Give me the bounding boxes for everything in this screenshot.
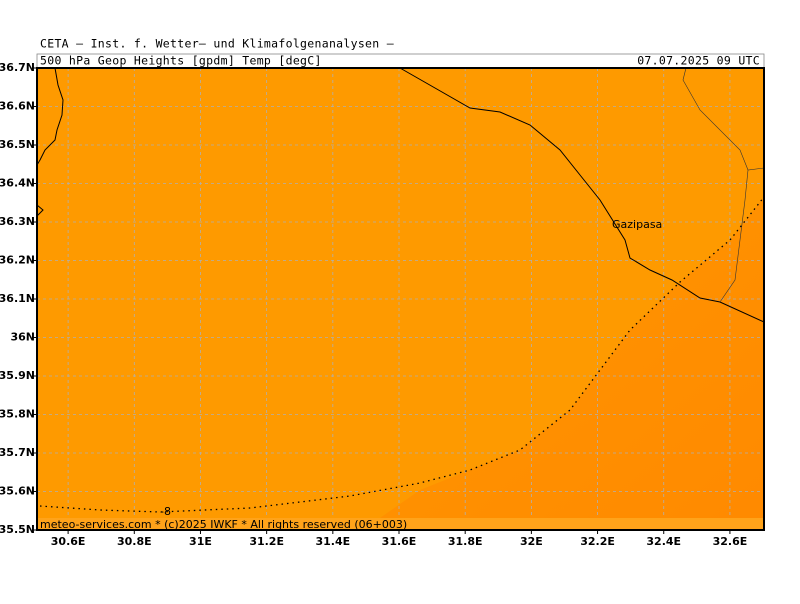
x-tick-label: 32.2E <box>580 535 615 548</box>
y-tick-label: 36.5N <box>0 138 35 151</box>
x-tick-label: 31.8E <box>448 535 483 548</box>
x-tick-label: 31.6E <box>382 535 417 548</box>
coastline <box>36 67 64 166</box>
y-tick-label: 36.2N <box>0 254 35 267</box>
x-tick-label: 31.2E <box>249 535 284 548</box>
y-tick-label: 35.8N <box>0 408 35 421</box>
y-tick-label: 36.4N <box>0 177 35 190</box>
footer: meteo-services.com * (c)2025 IWKF * All … <box>40 518 407 531</box>
x-tick-label: 30.6E <box>51 535 86 548</box>
coastline <box>399 67 765 323</box>
y-tick-label: 35.5N <box>0 523 35 536</box>
x-tick-label: 32.6E <box>713 535 748 548</box>
valid-time: 07.07.2025 09 UTC <box>637 54 760 68</box>
y-tick-label: 36.3N <box>0 215 35 228</box>
warmer-region <box>380 197 764 518</box>
y-tick-label: 36N <box>10 331 35 344</box>
coastline <box>36 204 44 217</box>
border <box>682 67 765 303</box>
x-tick-label: 30.8E <box>117 535 152 548</box>
x-tick-label: 31E <box>189 535 212 548</box>
y-tick-label: 35.7N <box>0 446 35 459</box>
y-tick-label: 36.1N <box>0 292 35 305</box>
y-tick-label: 35.9N <box>0 369 35 382</box>
place-label: Gazipasa <box>612 218 662 231</box>
x-tick-label: 32E <box>520 535 543 548</box>
y-tick-label: 36.7N <box>0 61 35 74</box>
x-tick-label: 31.4E <box>316 535 351 548</box>
header-title: CETA – Inst. f. Wetter– und Klimafolgena… <box>40 37 394 51</box>
x-tick-label: 32.4E <box>646 535 681 548</box>
contour-label: -8 <box>160 505 171 518</box>
map: -8 Gazipasa meteo-services.com * (c)2025… <box>36 67 765 531</box>
y-tick-label: 36.6N <box>0 100 35 113</box>
y-tick-label: 35.6N <box>0 485 35 498</box>
field-label: 500 hPa Geop Heights [gpdm] Temp [degC] <box>40 54 322 68</box>
footer-band <box>37 518 764 530</box>
